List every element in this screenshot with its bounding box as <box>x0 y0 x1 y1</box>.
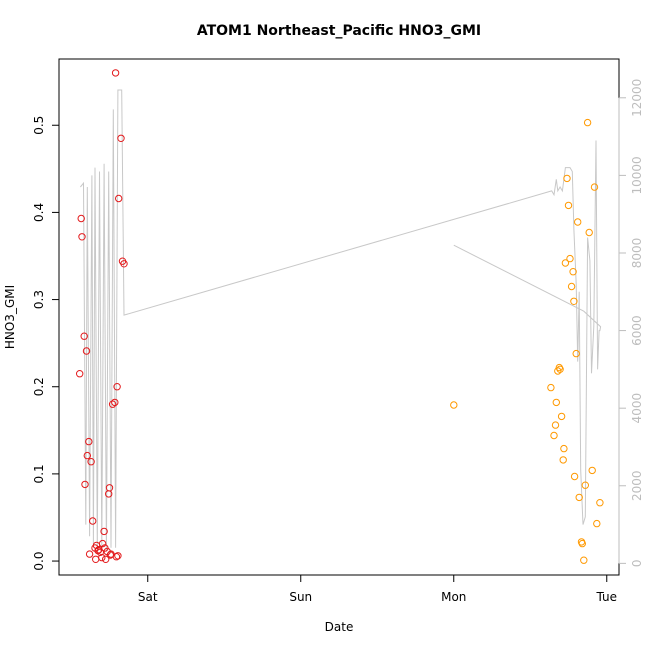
data-point-s2-3 <box>551 421 560 429</box>
data-point-s2-23 <box>578 539 586 548</box>
y-tick-label-0: 0.0 <box>32 552 46 571</box>
x-tick-label-2: Mon <box>441 590 466 604</box>
data-point-s2-4 <box>552 398 560 407</box>
data-point-s2-24 <box>580 556 588 564</box>
chart-title: ATOM1 Northeast_Pacific HNO3_GMI <box>197 23 481 39</box>
y2-tick-label-6: 12000 <box>630 79 644 117</box>
data-point-s1-12 <box>92 555 100 563</box>
data-point-s2-29 <box>590 183 599 191</box>
altitude-line <box>80 89 602 552</box>
data-point-s1-27 <box>108 400 117 408</box>
data-point-s1-14 <box>94 546 102 555</box>
data-point-s2-20 <box>574 218 582 226</box>
y-tick-label-5: 0.5 <box>32 116 46 135</box>
data-point-s1-35 <box>120 260 128 268</box>
data-point-s2-9 <box>559 456 567 464</box>
data-point-s2-12 <box>563 174 571 183</box>
data-point-s1-1 <box>77 214 85 223</box>
data-point-s1-2 <box>78 233 86 241</box>
data-point-s1-5 <box>82 347 91 355</box>
x-tick-label-0: Sat <box>138 590 158 604</box>
y-tick-label-3: 0.3 <box>32 290 46 309</box>
data-point-s2-25 <box>581 481 589 489</box>
data-point-s1-16 <box>96 548 105 556</box>
data-point-s2-7 <box>556 365 564 373</box>
data-point-s2-2 <box>550 431 558 440</box>
data-point-s2-11 <box>561 259 570 267</box>
y-tick-label-2: 0.2 <box>32 377 46 396</box>
data-point-s2-30 <box>593 519 601 528</box>
plot-frame <box>58 58 620 576</box>
x-axis-label: Date <box>325 620 354 634</box>
data-point-s1-32 <box>115 194 123 203</box>
data-point-s1-0 <box>76 370 84 378</box>
data-point-s1-36 <box>111 69 120 77</box>
data-point-s2-8 <box>557 412 566 421</box>
data-point-s1-31 <box>114 552 122 560</box>
y2-tick-label-2: 4000 <box>630 393 644 424</box>
data-point-s1-17 <box>98 553 106 562</box>
y-axis-label: HNO3_GMI <box>3 285 17 349</box>
data-point-s2-1 <box>547 383 555 392</box>
data-point-s2-0 <box>450 401 458 409</box>
y-tick-label-4: 0.4 <box>32 203 46 222</box>
data-point-s2-19 <box>572 349 580 358</box>
x-tick-label-1: Sun <box>289 590 312 604</box>
points-layer <box>76 69 604 564</box>
y2-axis: 0 2000 4000 6000 8000 10000 12000 <box>618 79 644 568</box>
data-point-s2-21 <box>575 493 583 502</box>
y2-tick-label-0: 0 <box>630 560 644 568</box>
y-tick-label-1: 0.1 <box>32 464 46 483</box>
data-point-s1-10 <box>89 517 97 525</box>
data-point-s1-21 <box>102 555 110 563</box>
x-tick-label-3: Tue <box>596 590 618 604</box>
y2-tick-label-4: 8000 <box>630 238 644 269</box>
y2-tick-label-5: 10000 <box>630 156 644 194</box>
data-point-s1-8 <box>85 550 94 558</box>
data-point-s1-18 <box>98 539 107 548</box>
data-point-s2-31 <box>596 499 604 507</box>
x-axis: Sat Sun Mon Tue <box>138 574 618 604</box>
data-point-s2-17 <box>570 297 578 305</box>
data-point-s2-18 <box>570 472 579 481</box>
data-point-s2-26 <box>583 118 592 127</box>
data-point-s1-4 <box>81 480 89 489</box>
data-point-s1-29 <box>112 553 121 561</box>
data-point-s2-5 <box>554 367 562 375</box>
data-point-s2-27 <box>585 228 593 237</box>
data-point-s2-10 <box>560 444 568 453</box>
data-point-s1-7 <box>85 437 93 446</box>
data-point-s2-13 <box>564 201 573 210</box>
data-point-s1-9 <box>87 458 95 466</box>
data-point-s1-30 <box>113 383 121 391</box>
y2-tick-label-3: 6000 <box>630 315 644 346</box>
data-point-s2-16 <box>569 268 577 276</box>
altitude-line-layer <box>80 89 602 552</box>
data-point-s2-14 <box>566 254 574 263</box>
y2-tick-label-1: 2000 <box>630 470 644 501</box>
data-point-s1-24 <box>105 484 114 492</box>
data-point-s2-15 <box>567 282 576 291</box>
y-axis: 0.0 0.1 0.2 0.3 0.4 0.5 <box>32 116 60 571</box>
data-point-s1-33 <box>117 134 125 143</box>
data-point-s1-28 <box>111 398 119 407</box>
data-point-s1-19 <box>100 527 108 536</box>
data-point-s1-3 <box>80 332 88 340</box>
data-point-s1-6 <box>83 451 92 460</box>
data-point-s2-28 <box>588 466 596 475</box>
